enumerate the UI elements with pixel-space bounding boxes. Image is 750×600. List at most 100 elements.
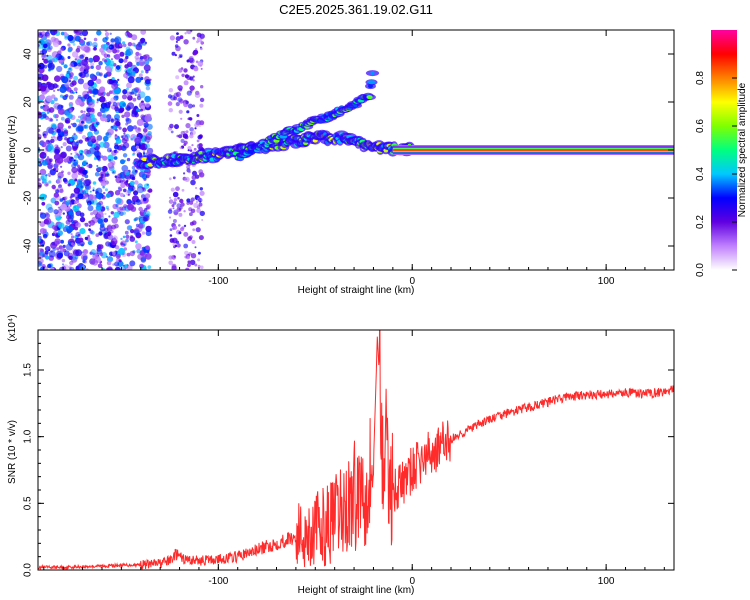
noise-dot: [115, 204, 119, 208]
colorbar-tick-label: 0.6: [695, 119, 706, 133]
noise-dot: [73, 30, 79, 34]
noise-dot: [79, 54, 84, 59]
noise-dot: [107, 236, 110, 239]
noise-dot: [187, 103, 193, 109]
noise-dot: [144, 143, 150, 149]
noise-dot: [120, 135, 124, 138]
noise-dot: [178, 109, 183, 114]
noise-dot: [192, 104, 196, 108]
noise-dot: [108, 159, 112, 162]
noise-dot: [110, 229, 114, 234]
noise-dot: [54, 238, 61, 245]
noise-dot: [140, 100, 144, 104]
noise-dot: [186, 59, 190, 63]
noise-dot: [201, 219, 204, 221]
noise-dot: [120, 182, 126, 188]
noise-dot: [123, 73, 129, 78]
y-tick-label: 0.0: [23, 563, 34, 577]
noise-dot: [119, 105, 122, 109]
noise-dot: [170, 187, 175, 192]
noise-dot: [144, 193, 151, 199]
noise-dot: [140, 76, 144, 81]
noise-dot: [126, 31, 131, 36]
noise-dot: [106, 260, 112, 266]
noise-dot: [183, 172, 186, 175]
noise-dot: [74, 178, 78, 182]
noise-dot: [41, 38, 48, 44]
noise-dot: [109, 117, 114, 122]
noise-dot: [65, 219, 71, 225]
noise-dot: [190, 259, 196, 266]
noise-dot: [136, 149, 141, 154]
noise-dot: [87, 240, 93, 246]
noise-dot: [135, 199, 142, 206]
noise-dot: [95, 204, 102, 211]
noise-dot: [40, 105, 44, 109]
noise-dot: [122, 41, 126, 45]
noise-dot: [55, 189, 60, 194]
noise-dot: [114, 245, 120, 250]
noise-dot: [107, 162, 113, 168]
noise-dot: [81, 120, 84, 124]
noise-dot: [113, 211, 120, 219]
x-tick-label: 0: [409, 276, 415, 287]
noise-dot: [134, 93, 137, 97]
noise-dot: [47, 207, 54, 213]
noise-dot: [46, 95, 53, 102]
noise-dot: [186, 165, 191, 170]
noise-dot: [181, 73, 185, 78]
noise-dot: [88, 228, 91, 232]
noise-dot: [135, 51, 140, 57]
noise-dot: [105, 132, 110, 136]
noise-dot: [88, 101, 95, 109]
noise-dot: [59, 198, 64, 202]
noise-dot: [62, 244, 66, 248]
noise-dot: [70, 156, 74, 160]
spectrogram-feature: [392, 145, 674, 155]
noise-dot: [90, 114, 95, 119]
spectrogram-frame: [37, 29, 675, 271]
chart-title: C2E5.2025.361.19.02.G11: [279, 2, 433, 17]
noise-dot: [93, 37, 98, 42]
noise-dot: [98, 61, 103, 66]
noise-dot: [129, 236, 136, 242]
noise-dot: [71, 134, 78, 141]
noise-dot: [169, 35, 175, 41]
noise-dot: [119, 206, 124, 211]
noise-dot: [75, 98, 82, 106]
noise-dot: [57, 134, 62, 139]
noise-dot: [63, 158, 68, 163]
noise-dot: [129, 91, 133, 95]
noise-dot: [186, 110, 190, 114]
spectrogram-x-label: Height of straight line (km): [298, 285, 415, 296]
noise-dot: [98, 231, 103, 236]
tone-band: [392, 149, 674, 151]
noise-dot: [190, 253, 197, 259]
noise-dot: [96, 135, 103, 141]
noise-dot: [103, 53, 109, 59]
noise-dot: [44, 246, 51, 252]
noise-dot: [184, 250, 189, 256]
noise-dot: [144, 123, 149, 128]
noise-dot: [145, 70, 149, 74]
noise-dot: [130, 137, 133, 141]
noise-dot: [143, 197, 147, 202]
noise-dot: [53, 30, 58, 34]
noise-dot: [68, 103, 73, 108]
noise-dot: [79, 152, 83, 156]
noise-dot: [64, 137, 68, 141]
noise-dot: [79, 32, 83, 36]
noise-dot: [73, 200, 78, 205]
noise-dot: [67, 241, 71, 245]
noise-dot: [135, 43, 143, 51]
noise-dot: [197, 258, 201, 262]
noise-dot: [87, 163, 93, 169]
noise-dot: [111, 58, 113, 61]
noise-dot: [82, 113, 86, 117]
noise-dot: [73, 132, 76, 136]
noise-dot: [134, 169, 138, 173]
noise-dot: [82, 259, 86, 263]
noise-dot: [183, 210, 186, 213]
noise-dot: [96, 30, 102, 36]
noise-dot: [114, 190, 121, 196]
